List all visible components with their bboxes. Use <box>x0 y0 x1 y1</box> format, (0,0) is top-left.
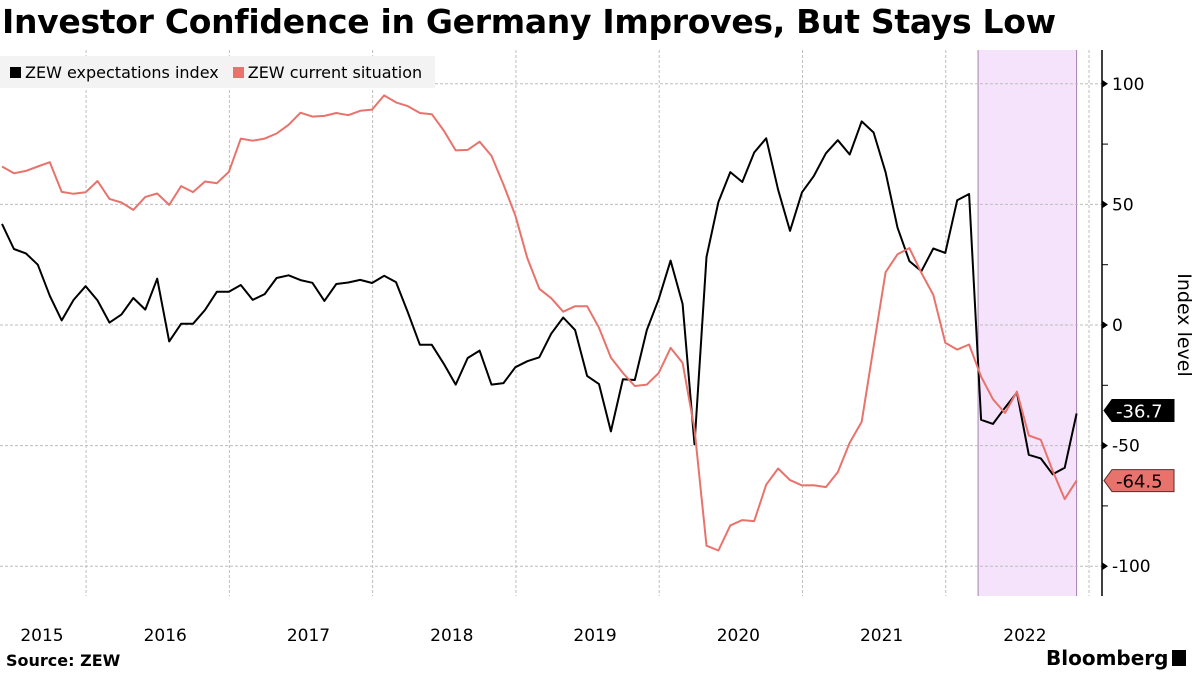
y-tick-label: -50 <box>1112 437 1140 457</box>
x-tick-label: 2020 <box>717 626 760 646</box>
legend-item-expectations: ZEW expectations index <box>10 63 219 82</box>
legend-swatch-expectations <box>10 66 21 78</box>
x-tick-label: 2021 <box>860 626 903 646</box>
last-value-label-expectations: -36.7 <box>1116 402 1163 423</box>
series-line-current <box>1 94 1078 552</box>
x-tick-label: 2018 <box>430 626 473 646</box>
x-tick-label: 2015 <box>20 626 63 646</box>
series-line-expectations <box>1 120 1078 476</box>
last-value-label-current: -64.5 <box>1116 472 1163 493</box>
y-tick-marker <box>1102 441 1108 450</box>
highlight-band <box>978 50 1077 596</box>
legend-swatch-current <box>232 66 244 78</box>
x-tick-label: 2019 <box>573 626 616 646</box>
last-value-callout-current <box>1103 469 1175 493</box>
bloomberg-logo: Bloomberg <box>1046 646 1187 670</box>
y-tick-label: 0 <box>1112 316 1123 336</box>
y-tick-marker <box>1102 321 1108 329</box>
legend-item-current: ZEW current situation <box>232 62 423 82</box>
y-tick-label: 100 <box>1112 75 1144 95</box>
x-tick-label: 2017 <box>287 626 330 646</box>
terminal-icon <box>1172 650 1187 666</box>
x-tick-label: 2022 <box>1003 626 1046 646</box>
chart-title: Investor Confidence in Germany Improves,… <box>2 2 1056 41</box>
y-tick-marker <box>1102 200 1108 209</box>
legend-label-current: ZEW current situation <box>247 62 423 82</box>
x-tick-label: 2016 <box>144 626 187 646</box>
legend-label-expectations: ZEW expectations index <box>25 62 219 82</box>
y-tick-marker <box>1102 79 1108 88</box>
y-axis-title: Index level <box>1173 273 1195 377</box>
brand-name: Bloomberg <box>1046 646 1169 670</box>
y-tick-marker <box>1102 562 1108 571</box>
y-tick-label: -100 <box>1112 557 1151 577</box>
legend: ZEW expectations index ZEW current situa… <box>0 56 435 88</box>
y-tick-label: 50 <box>1112 195 1134 215</box>
source-note: Source: ZEW <box>6 651 121 670</box>
last-value-callout-expectations <box>1103 399 1175 423</box>
